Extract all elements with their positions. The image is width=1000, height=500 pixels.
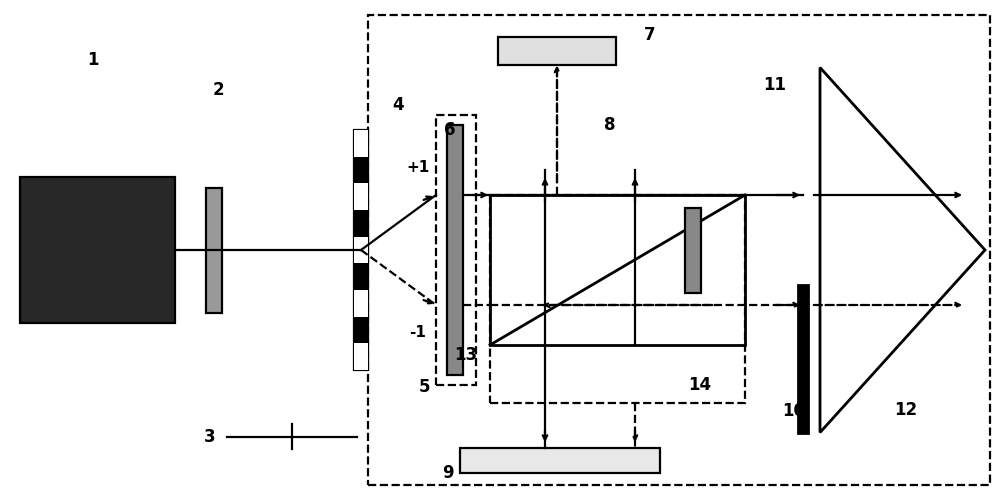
Bar bbox=[798, 285, 808, 432]
Bar bbox=[490, 195, 745, 345]
Bar bbox=[354, 130, 368, 156]
Text: 14: 14 bbox=[688, 376, 712, 394]
Bar bbox=[354, 290, 368, 316]
Text: 2: 2 bbox=[212, 81, 224, 99]
Bar bbox=[460, 448, 660, 472]
Bar bbox=[354, 184, 368, 210]
Text: 1: 1 bbox=[87, 51, 99, 69]
Bar bbox=[368, 15, 990, 485]
Text: 4: 4 bbox=[392, 96, 404, 114]
Text: 5: 5 bbox=[418, 378, 430, 396]
Text: 11: 11 bbox=[764, 76, 786, 94]
Text: 13: 13 bbox=[454, 346, 478, 364]
Bar bbox=[206, 188, 222, 312]
Bar bbox=[490, 195, 745, 402]
Bar bbox=[685, 208, 701, 292]
Text: 12: 12 bbox=[894, 401, 918, 419]
Bar bbox=[20, 178, 175, 322]
Text: 3: 3 bbox=[204, 428, 216, 446]
Text: 8: 8 bbox=[604, 116, 616, 134]
Text: -1: -1 bbox=[410, 325, 426, 340]
Bar bbox=[498, 38, 616, 65]
Bar bbox=[436, 115, 476, 385]
Bar bbox=[354, 344, 368, 370]
Bar bbox=[354, 130, 368, 370]
Bar bbox=[447, 125, 463, 375]
Text: 9: 9 bbox=[442, 464, 454, 482]
Text: 10: 10 bbox=[782, 402, 806, 420]
Text: 6: 6 bbox=[444, 121, 456, 139]
Text: +1: +1 bbox=[406, 160, 430, 175]
Bar bbox=[354, 236, 368, 264]
Text: 7: 7 bbox=[644, 26, 656, 44]
